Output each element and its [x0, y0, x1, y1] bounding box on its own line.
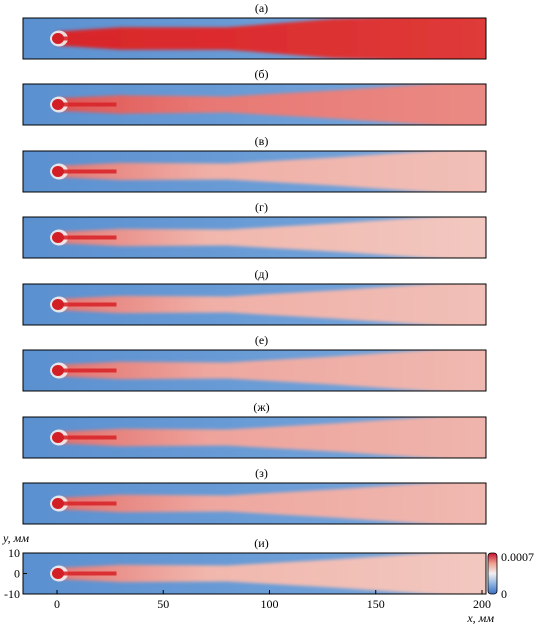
panel-label: (з) [255, 466, 268, 480]
x-tick-label: 150 [367, 597, 385, 611]
jet-core [57, 435, 117, 440]
panel-frame [22, 216, 487, 259]
heatmap-panel-5: (д) [22, 267, 487, 326]
plume [57, 151, 486, 192]
y-axis-label: y, мм [2, 531, 29, 545]
nozzle-source [52, 232, 64, 243]
heatmap-panel-9: (и) [22, 536, 487, 595]
plume [57, 284, 486, 325]
nozzle-source [52, 299, 64, 310]
heatmap-panel-4: (г) [22, 200, 487, 259]
jet-core [57, 571, 117, 576]
panel-frame [22, 150, 487, 193]
nozzle-source [52, 99, 64, 110]
x-tick-label: 200 [473, 597, 491, 611]
x-axis-label: x, мм [466, 611, 494, 625]
panel-label: (б) [254, 67, 268, 81]
colorbar-bar [487, 552, 498, 595]
y-tick-label: 0 [14, 567, 20, 581]
jet-core [57, 302, 117, 307]
plume [57, 553, 486, 594]
nozzle-source [52, 498, 64, 509]
plume [57, 483, 486, 524]
x-tick-label: 50 [157, 597, 169, 611]
panel-label: (и) [254, 536, 268, 550]
plume [57, 18, 486, 59]
panel-label: (а) [255, 1, 268, 15]
panel-frame [22, 83, 487, 126]
panel-frame [22, 283, 487, 326]
colorbar: 0.0007 0 [487, 550, 534, 601]
panel-label: (е) [255, 333, 268, 347]
x-tick-label: 0 [54, 597, 60, 611]
nozzle-source [52, 33, 64, 44]
panel-label: (в) [255, 134, 269, 148]
panel-label: (ж) [253, 400, 269, 414]
heatmap-panel-7: (ж) [22, 400, 487, 459]
nozzle-source [52, 568, 64, 579]
jet-core [57, 368, 117, 373]
heatmap-panel-6: (е) [22, 333, 487, 392]
jet-core [57, 102, 117, 107]
panel-frame [22, 416, 487, 459]
heatmap-panel-2: (б) [22, 67, 487, 126]
heatmap-panel-3: (в) [22, 134, 487, 193]
plume [57, 217, 486, 258]
jet-core [57, 501, 117, 506]
nozzle-source [52, 432, 64, 443]
y-tick-label: 10 [8, 546, 20, 560]
panel-frame [22, 482, 487, 525]
colorbar-max-label: 0.0007 [501, 550, 534, 564]
jet-core [57, 169, 117, 174]
panel-label: (г) [255, 200, 268, 214]
nozzle-source [52, 365, 64, 376]
plume [57, 417, 486, 458]
jet-core [57, 36, 117, 41]
panel-label: (д) [254, 267, 268, 281]
jet-core [57, 235, 117, 240]
heatmap-panel-8: (з) [22, 466, 487, 525]
plume [57, 84, 486, 125]
heatmap-panels: (а) (б) (в) (г) (д) (е) (ж) (з) (и) [22, 1, 487, 595]
panel-frame [22, 17, 487, 60]
nozzle-source [52, 166, 64, 177]
heatmap-panel-1: (а) [22, 1, 487, 60]
panel-frame [22, 349, 487, 392]
colorbar-min-label: 0 [501, 587, 507, 601]
x-tick-label: 100 [261, 597, 279, 611]
plume [57, 350, 486, 391]
y-tick-label: -10 [4, 587, 20, 601]
